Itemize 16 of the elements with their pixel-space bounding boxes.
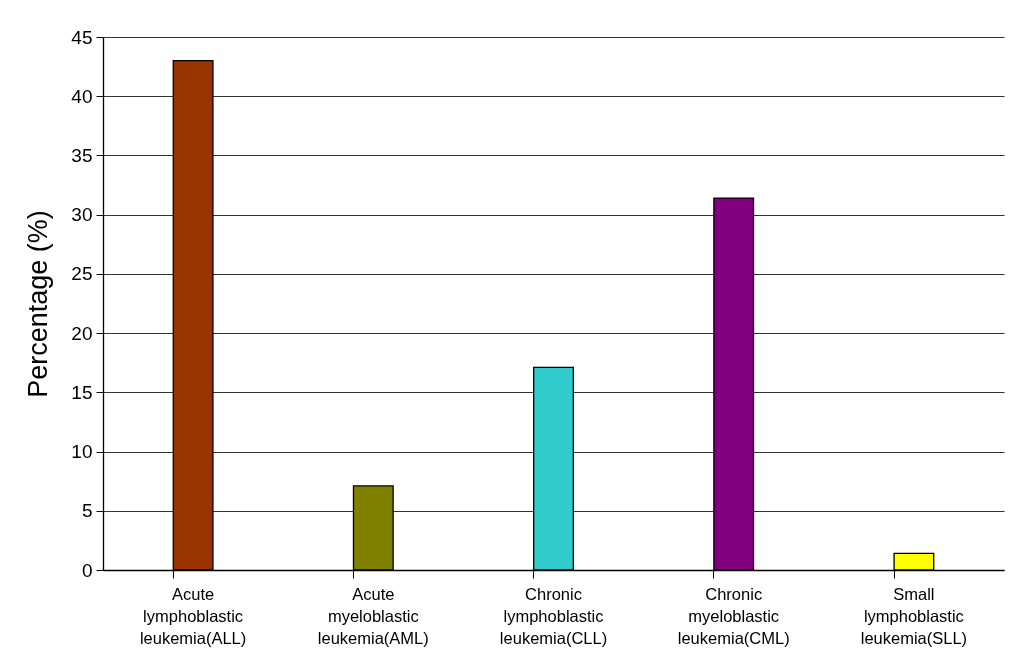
x-tick-label: Small lymphoblastic leukemia(SLL) <box>860 584 968 647</box>
y-tick-label: 5 <box>81 500 93 522</box>
x-tick-label: Chronic myeloblastic leukemia(CML) <box>677 584 790 647</box>
y-tick-label: 10 <box>71 441 93 463</box>
x-tick-label: Chronic lymphoblastic leukemia(CLL) <box>499 584 608 647</box>
y-tick-label: 40 <box>71 85 93 107</box>
y-tick-label: 30 <box>71 204 93 226</box>
y-axis-title: Percentage (%) <box>23 210 54 398</box>
y-tick-label: 25 <box>71 263 93 285</box>
y-tick-label: 0 <box>81 559 93 581</box>
x-tick-label: Acute myeloblastic leukemia(AML) <box>317 584 429 647</box>
y-tick-label: 15 <box>71 381 93 403</box>
y-tick-label: 20 <box>71 322 93 344</box>
y-tick-label: 35 <box>71 144 93 166</box>
x-tick-label: Acute lymphoblastic leukemia(ALL) <box>139 584 247 647</box>
y-tick-label: 45 <box>71 26 93 48</box>
